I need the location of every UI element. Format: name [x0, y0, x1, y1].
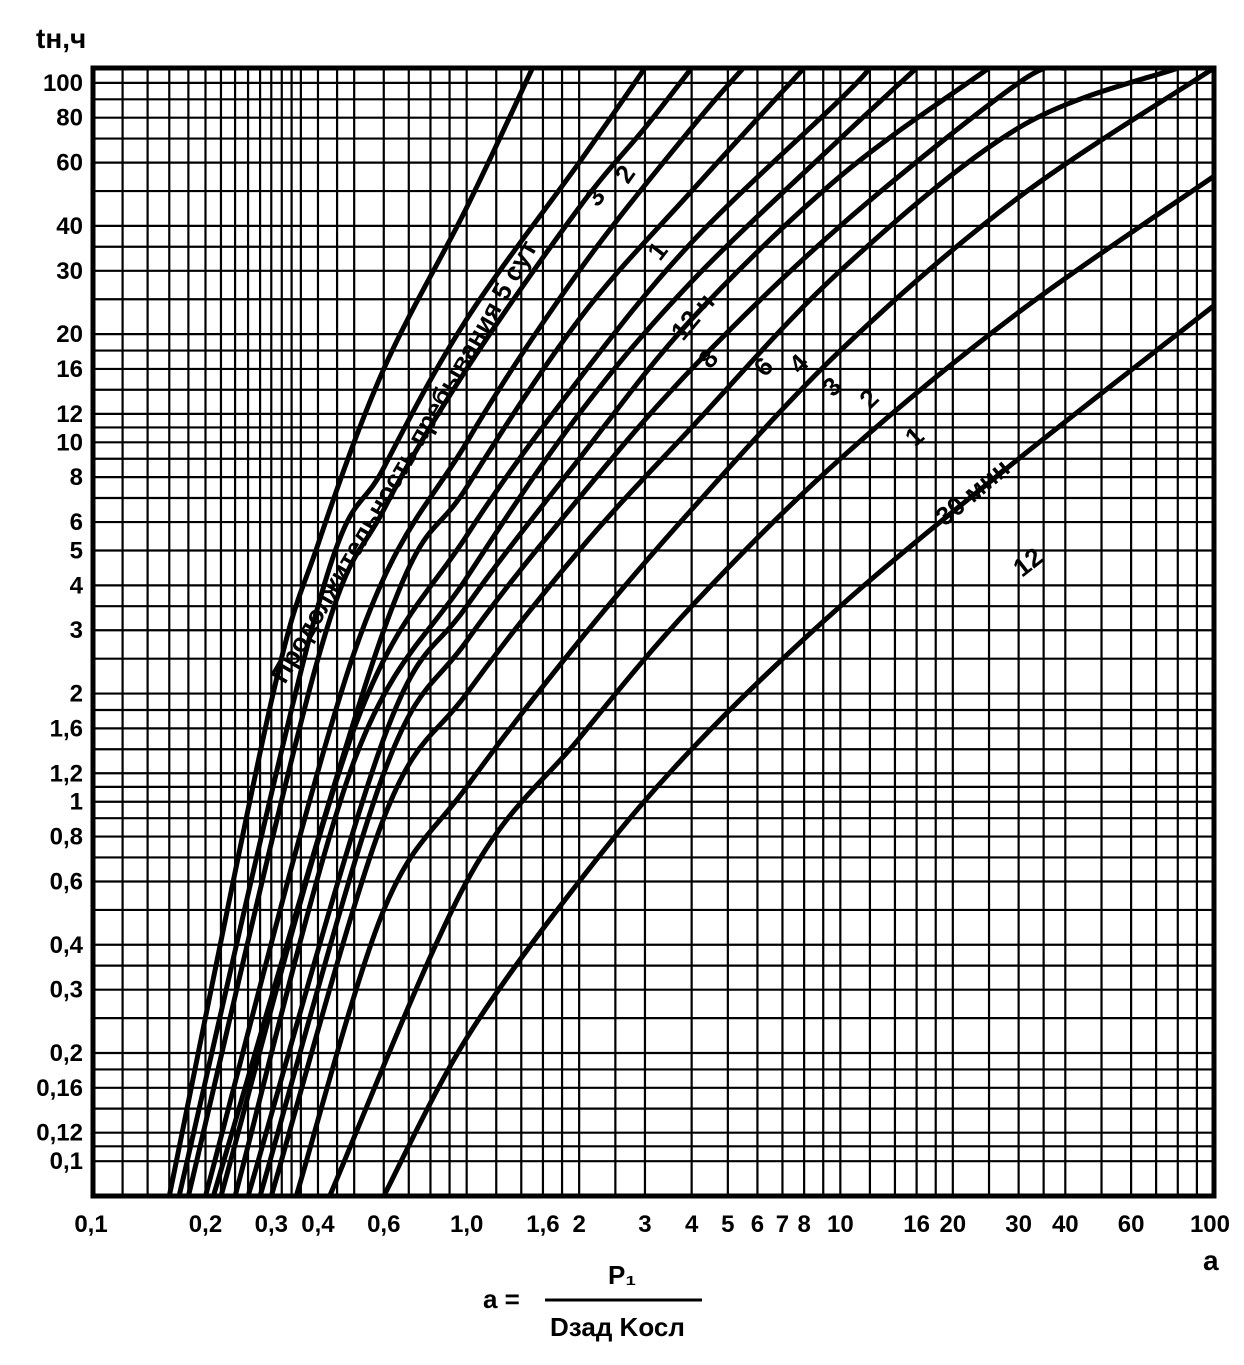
y-tick-label: 6: [70, 509, 83, 536]
y-tick-label: 0,1: [50, 1148, 83, 1175]
curve-series-11: [293, 68, 1214, 1196]
y-tick-label: 0,6: [50, 868, 83, 895]
curve-label-30-min: 30 мин: [930, 453, 1016, 532]
y-tick-label: 5: [70, 538, 83, 565]
curve-series-1: [166, 68, 535, 1196]
y-tick-label: 4: [70, 572, 84, 599]
x-tick-label: 1,0: [450, 1211, 483, 1238]
formula-lhs: a =: [483, 1284, 520, 1314]
y-tick-label: 1,2: [50, 760, 83, 787]
y-tick-label: 0,2: [50, 1040, 83, 1067]
x-tick-label: 0,6: [367, 1211, 400, 1238]
curve-series-12: [327, 173, 1214, 1196]
x-tick-label: 1,6: [526, 1211, 559, 1238]
curve-series-8: [245, 68, 992, 1196]
y-tick-label: 60: [56, 150, 83, 177]
curve-label-12-min: 12: [1007, 541, 1048, 582]
y-tick-label: 80: [56, 105, 83, 132]
x-tick-label: 0,4: [301, 1211, 335, 1238]
y-tick-label: 100: [43, 70, 83, 97]
x-tick-label: 7: [776, 1211, 789, 1238]
x-tick-label: 6: [751, 1211, 764, 1238]
x-tick-label: 0,3: [255, 1211, 288, 1238]
x-tick-label: 10: [827, 1211, 854, 1238]
y-tick-label: 0,4: [50, 932, 84, 959]
y-tick-label: 0,3: [50, 977, 83, 1004]
x-tick-label: 20: [939, 1211, 966, 1238]
curve-series-9: [257, 68, 1068, 1196]
curve-label-4-hours: 4: [783, 348, 815, 380]
x-tick-label: 5: [721, 1211, 734, 1238]
y-tick-label: 2: [70, 681, 83, 708]
tick-labels: 0,10,120,160,20,30,40,60,811,21,62345681…: [36, 70, 1230, 1238]
curves: [166, 68, 1214, 1196]
y-tick-label: 12: [56, 401, 83, 428]
y-tick-label: 1,6: [50, 715, 83, 742]
curve-label-3-hours: 3: [816, 371, 847, 402]
x-tick-label: 0,1: [74, 1211, 107, 1238]
x-tick-label: 100: [1190, 1211, 1230, 1238]
formula-denominator: Dзад Kосл: [550, 1312, 685, 1342]
x-tick-label: 16: [903, 1211, 930, 1238]
y-tick-label: 0,12: [36, 1120, 83, 1147]
curve-label-6-hours: 6: [747, 351, 779, 382]
x-tick-label: 4: [685, 1211, 699, 1238]
curve-label-1-hour: 1: [899, 420, 930, 452]
y-tick-label: 10: [56, 429, 83, 456]
y-tick-label: 30: [56, 258, 83, 285]
curve-labels: Продолжительность пребывания 5 сут 3 2 1…: [264, 159, 1048, 688]
x-tick-label: 0,2: [189, 1211, 222, 1238]
x-tick-label: 40: [1052, 1211, 1079, 1238]
curve-series-2: [176, 68, 648, 1196]
curve-label-2-days: 2: [608, 159, 641, 188]
y-tick-label: 40: [56, 213, 83, 240]
plot-frame: [90, 65, 1217, 1199]
x-tick-label: 2: [572, 1211, 585, 1238]
x-tick-label: 60: [1118, 1211, 1145, 1238]
y-axis-title: tн,ч: [36, 23, 86, 54]
x-axis-title: a: [1203, 1245, 1219, 1276]
curve-label-5-days: Продолжительность пребывания 5 сут: [264, 235, 543, 688]
curve-series-3: [185, 68, 695, 1196]
curve-series-7: [232, 68, 920, 1196]
formula-numerator: P₁: [608, 1260, 636, 1290]
curve-series-6: [218, 68, 873, 1196]
y-tick-label: 0,8: [50, 824, 83, 851]
y-tick-label: 1: [70, 789, 83, 816]
x-tick-label: 8: [797, 1211, 810, 1238]
y-tick-label: 20: [56, 321, 83, 348]
y-tick-label: 8: [70, 464, 83, 491]
y-tick-label: 3: [70, 617, 83, 644]
y-tick-label: 16: [56, 356, 83, 383]
x-tick-label: 3: [638, 1211, 651, 1238]
curve-series-13: [381, 303, 1214, 1196]
y-tick-label: 0,16: [36, 1075, 83, 1102]
formula: a = P₁ Dзад Kосл: [483, 1260, 702, 1342]
curve-series-4: [203, 68, 746, 1196]
x-tick-label: 30: [1005, 1211, 1032, 1238]
curve-series-10: [268, 68, 1181, 1196]
